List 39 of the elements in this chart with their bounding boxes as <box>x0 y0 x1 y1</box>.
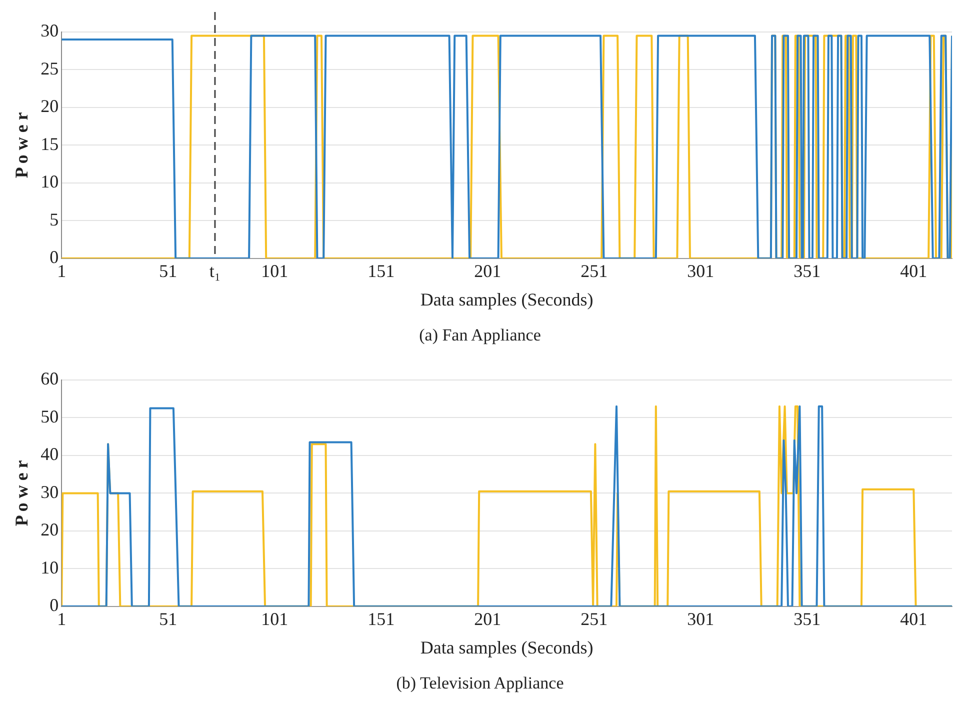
x-tick-label: t₁ <box>209 260 221 281</box>
y-tick-label: 30 <box>40 482 59 502</box>
x-tick-label: 351 <box>794 608 821 629</box>
y-axis-title: P o w e r <box>11 460 32 526</box>
y-tick-label: 40 <box>40 444 59 464</box>
y-tick-label: 10 <box>40 557 59 578</box>
text: (b) Television Appliance <box>396 673 564 692</box>
x-tick-label: 1 <box>57 260 66 281</box>
x-tick-label: 151 <box>368 260 395 281</box>
y-tick-label: 25 <box>40 58 59 78</box>
x-tick-label: 51 <box>159 260 178 281</box>
x-tick-label: 351 <box>794 260 821 281</box>
x-tick-label: 101 <box>261 260 288 281</box>
x-tick-label: 151 <box>368 608 395 629</box>
y-tick-label: 5 <box>50 209 59 230</box>
x-tick-label: 201 <box>474 608 502 629</box>
y-axis-title: P o w e r <box>11 112 32 178</box>
x-tick-label: 401 <box>900 260 928 281</box>
x-tick-label: 51 <box>159 608 178 629</box>
x-tick-label: 1 <box>57 608 66 629</box>
text: (a) Fan Appliance <box>419 325 541 344</box>
y-tick-label: 20 <box>40 96 59 116</box>
x-tick-label: 401 <box>900 608 928 629</box>
y-tick-label: 20 <box>40 520 59 540</box>
y-tick-label: 60 <box>40 368 59 389</box>
y-tick-label: 0 <box>50 247 59 268</box>
x-tick-label: 201 <box>474 260 502 281</box>
y-tick-label: 30 <box>40 20 59 41</box>
x-tick-label: 301 <box>687 608 714 629</box>
x-axis-title: Data samples (Seconds) <box>420 638 594 658</box>
x-tick-label: 251 <box>580 260 608 281</box>
y-tick-label: 50 <box>40 406 59 426</box>
y-tick-label: 10 <box>40 172 59 192</box>
y-tick-label: 0 <box>50 595 59 616</box>
x-tick-label: 301 <box>687 260 714 281</box>
x-tick-label: 251 <box>580 608 608 629</box>
y-tick-label: 15 <box>40 134 59 154</box>
x-axis-title: Data samples (Seconds) <box>420 290 594 310</box>
x-tick-label: 101 <box>261 608 288 629</box>
